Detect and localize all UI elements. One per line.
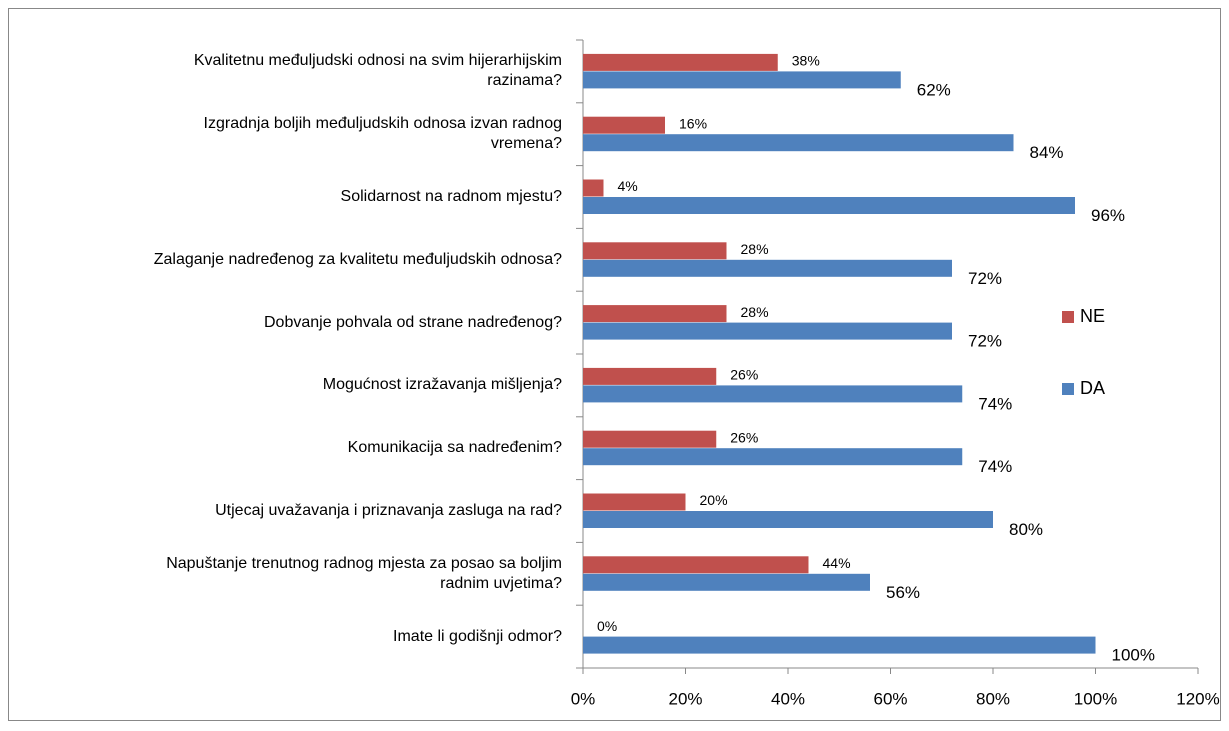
value-label: 56% bbox=[886, 583, 920, 602]
value-label: 16% bbox=[679, 115, 707, 131]
category-label: Dobvanje pohvala od strane nadređenog? bbox=[263, 313, 562, 331]
bar bbox=[583, 430, 717, 448]
legend-label: NE bbox=[1080, 306, 1105, 326]
value-label: 28% bbox=[741, 241, 769, 257]
category-label-box: Solidarnost na radnom mjestu? bbox=[340, 187, 562, 205]
value-label: 0% bbox=[597, 618, 617, 634]
category-label: Napuštanje trenutnog radnog mjesta za po… bbox=[166, 554, 562, 592]
x-tick-label: 60% bbox=[873, 689, 907, 708]
bar bbox=[583, 511, 993, 528]
category-label-box: Dobvanje pohvala od strane nadređenog? bbox=[263, 313, 562, 331]
value-label: 38% bbox=[792, 53, 820, 69]
x-tick-label: 120% bbox=[1176, 689, 1219, 708]
category-label-box: Mogućnost izražavanja mišljenja? bbox=[322, 376, 562, 394]
value-label: 74% bbox=[978, 457, 1012, 476]
value-label: 44% bbox=[823, 555, 851, 571]
x-tick-label: 80% bbox=[976, 689, 1010, 708]
category-label: Komunikacija sa nadređenim? bbox=[347, 439, 562, 457]
value-label: 28% bbox=[741, 304, 769, 320]
category-label: Kvalitetnu međuljudski odnosi na svim hi… bbox=[193, 52, 562, 90]
category-label: Izgradnja boljih međuljudskih odnosa izv… bbox=[203, 115, 562, 153]
bar bbox=[583, 448, 963, 466]
value-label: 72% bbox=[968, 269, 1002, 288]
bar bbox=[583, 367, 717, 385]
bar bbox=[583, 556, 809, 574]
value-label: 84% bbox=[1030, 143, 1064, 162]
bar bbox=[583, 71, 901, 89]
bar bbox=[583, 385, 963, 403]
bar bbox=[583, 573, 870, 591]
category-label: Zalaganje nadređenog za kvalitetu međulj… bbox=[153, 250, 562, 268]
x-tick-label: 0% bbox=[571, 689, 596, 708]
value-label: 72% bbox=[968, 332, 1002, 351]
bar bbox=[583, 116, 665, 134]
bar bbox=[583, 179, 604, 197]
bar bbox=[583, 134, 1014, 152]
value-label: 74% bbox=[978, 394, 1012, 413]
category-label-box: Izgradnja boljih međuljudskih odnosa izv… bbox=[203, 115, 562, 153]
x-tick-label: 100% bbox=[1074, 689, 1117, 708]
bar bbox=[583, 242, 727, 260]
bar bbox=[583, 53, 778, 71]
category-label-box: Komunikacija sa nadređenim? bbox=[347, 439, 562, 457]
category-label-box: Napuštanje trenutnog radnog mjesta za po… bbox=[166, 554, 562, 592]
bar bbox=[583, 197, 1075, 214]
category-label-box: Kvalitetnu međuljudski odnosi na svim hi… bbox=[193, 52, 562, 90]
bar bbox=[583, 493, 686, 511]
category-label: Imate li godišnji odmor? bbox=[393, 627, 562, 645]
value-label: 26% bbox=[730, 429, 758, 445]
category-label-box: Utjecaj uvažavanja i priznavanja zasluga… bbox=[215, 501, 562, 519]
bar bbox=[583, 636, 1096, 654]
legend-swatch bbox=[1062, 383, 1074, 395]
value-label: 4% bbox=[618, 178, 638, 194]
value-label: 96% bbox=[1091, 206, 1125, 225]
x-tick-label: 20% bbox=[668, 689, 702, 708]
bar bbox=[583, 322, 952, 340]
bar bbox=[583, 305, 727, 323]
value-label: 26% bbox=[730, 367, 758, 383]
x-tick-label: 40% bbox=[771, 689, 805, 708]
category-label: Mogućnost izražavanja mišljenja? bbox=[322, 376, 562, 394]
value-label: 80% bbox=[1009, 520, 1043, 539]
value-label: 62% bbox=[917, 80, 951, 99]
value-label: 100% bbox=[1112, 646, 1155, 665]
bar bbox=[583, 259, 952, 277]
category-label-box: Zalaganje nadređenog za kvalitetu međulj… bbox=[153, 250, 562, 268]
value-label: 20% bbox=[700, 492, 728, 508]
category-label-box: Imate li godišnji odmor? bbox=[393, 627, 562, 645]
legend-swatch bbox=[1062, 311, 1074, 323]
category-label: Utjecaj uvažavanja i priznavanja zasluga… bbox=[215, 501, 562, 519]
legend-label: DA bbox=[1080, 378, 1105, 398]
category-label: Solidarnost na radnom mjestu? bbox=[340, 187, 562, 205]
